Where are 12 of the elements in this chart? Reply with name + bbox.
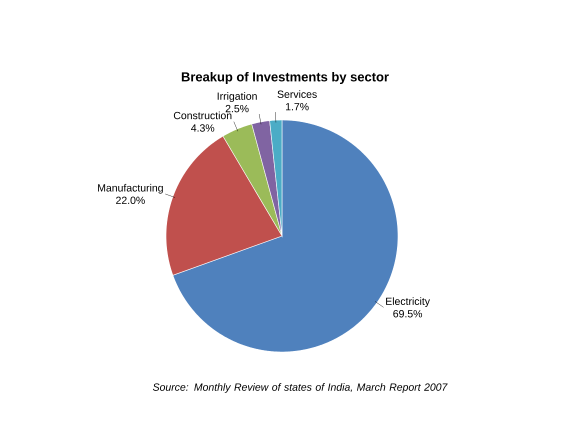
chart-title: Breakup of Investments by sector bbox=[182, 72, 389, 84]
source-note: Source: Monthly Review of states of India, March Report 2007 bbox=[152, 383, 448, 393]
slice-label: Irrigation bbox=[218, 92, 257, 102]
slice-label: Construction bbox=[174, 112, 232, 120]
slice-label: Electricity bbox=[386, 297, 430, 308]
slice-label: Manufacturing bbox=[98, 184, 163, 194]
data-label: 22.0% bbox=[116, 196, 145, 204]
slice-label: Services bbox=[278, 90, 317, 98]
data-label: 4.3% bbox=[191, 124, 214, 132]
data-label: 2.5% bbox=[226, 104, 249, 112]
data-label: 69.5% bbox=[393, 310, 422, 318]
data-label: 1.7% bbox=[286, 103, 309, 110]
